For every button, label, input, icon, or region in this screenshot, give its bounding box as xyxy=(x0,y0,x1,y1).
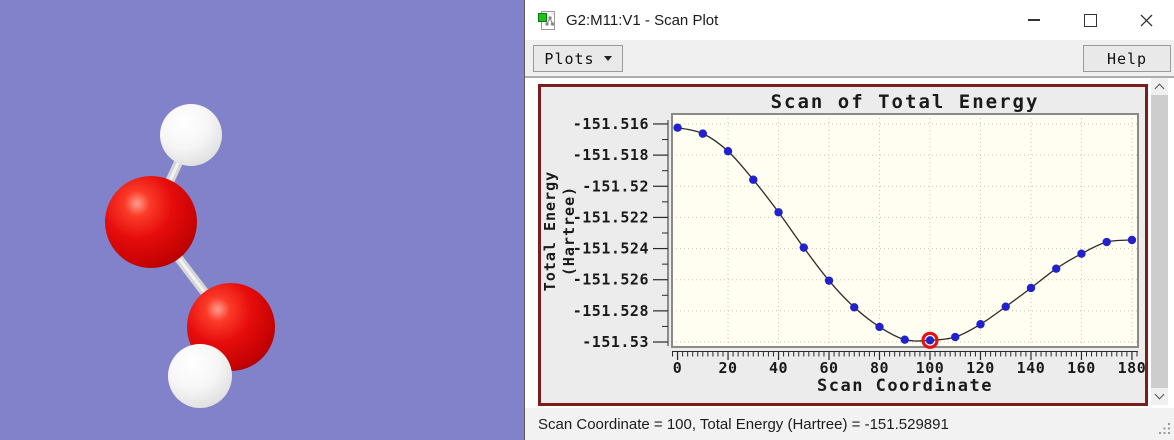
y-tick-label: -151.53 xyxy=(582,333,649,351)
data-point[interactable] xyxy=(698,129,707,138)
x-tick-label: 0 xyxy=(673,359,683,377)
minimize-button[interactable] xyxy=(1006,0,1062,40)
maximize-button[interactable] xyxy=(1062,0,1118,40)
resize-grip-icon[interactable] xyxy=(1158,422,1171,435)
x-tick-label: 120 xyxy=(966,359,995,377)
dropdown-arrow-icon xyxy=(603,56,612,61)
y-tick-label: -151.524 xyxy=(573,240,649,258)
x-tick-label: 160 xyxy=(1067,359,1096,377)
data-point[interactable] xyxy=(824,276,834,285)
chart-title: Scan of Total Energy xyxy=(771,91,1040,113)
x-tick-label: 40 xyxy=(769,359,788,377)
scroll-up-button[interactable] xyxy=(1151,78,1168,95)
y-axis-label-line2: (Hartree) xyxy=(560,186,578,276)
scan-plot-app-icon xyxy=(538,10,555,30)
y-tick-label: -151.526 xyxy=(573,271,649,289)
data-point[interactable] xyxy=(1102,237,1111,247)
scroll-down-button[interactable] xyxy=(1151,388,1168,405)
close-icon xyxy=(1140,14,1152,26)
scan-energy-chart: -151.516 -151.518 -151.52 -151.522 -151.524 -… xyxy=(541,91,1145,396)
data-point[interactable] xyxy=(799,243,808,252)
y-tick-label: -151.518 xyxy=(573,146,649,164)
titlebar: G2:M11:V1 - Scan Plot xyxy=(525,0,1174,40)
y-tick-label: -151.516 xyxy=(573,115,649,133)
close-button[interactable] xyxy=(1118,0,1174,40)
data-point[interactable] xyxy=(1127,235,1137,245)
data-point[interactable] xyxy=(875,322,884,332)
atom-O[interactable] xyxy=(105,176,197,268)
data-point[interactable] xyxy=(723,147,733,156)
molecule-viewport[interactable] xyxy=(0,0,524,440)
data-point[interactable] xyxy=(673,123,682,132)
maximize-icon xyxy=(1083,13,1097,27)
data-point[interactable] xyxy=(850,303,859,312)
data-point[interactable] xyxy=(749,175,758,184)
data-point[interactable] xyxy=(1052,264,1061,273)
plots-menu-button[interactable]: Plots xyxy=(533,45,623,72)
scrollbar-thumb[interactable] xyxy=(1151,95,1168,388)
atom-H[interactable] xyxy=(168,344,232,408)
data-point[interactable] xyxy=(951,332,960,342)
data-point[interactable] xyxy=(1026,283,1036,293)
help-button[interactable]: Help xyxy=(1083,45,1171,72)
selected-point-ring[interactable] xyxy=(921,331,939,349)
chart-panel[interactable]: -151.516 -151.518 -151.52 -151.522 -151.524 -… xyxy=(538,84,1148,406)
y-axis-label-line1: Total Energy xyxy=(541,171,559,291)
menubar: Plots Help xyxy=(525,40,1174,78)
plots-menu-label: Plots xyxy=(544,49,595,68)
atom-H[interactable] xyxy=(160,104,222,166)
window-content: -151.516 -151.518 -151.52 -151.522 -151.524 -… xyxy=(525,78,1174,440)
window-controls xyxy=(1006,0,1174,40)
status-bar: Scan Coordinate = 100, Total Energy (Har… xyxy=(525,408,1174,440)
chevron-up-icon xyxy=(1154,83,1165,94)
x-tick-label: 140 xyxy=(1017,359,1046,377)
x-tick-label: 60 xyxy=(819,359,838,377)
plot-frame xyxy=(671,113,1139,348)
scan-plot-window: G2:M11:V1 - Scan Plot Plots Help xyxy=(524,0,1174,440)
data-point[interactable] xyxy=(976,320,985,329)
h2o2-ball-and-stick-model xyxy=(105,104,275,408)
chevron-down-icon xyxy=(1154,389,1165,400)
minimize-icon xyxy=(1028,19,1040,21)
data-point[interactable] xyxy=(774,208,783,217)
vertical-scrollbar[interactable] xyxy=(1151,78,1168,405)
data-point[interactable] xyxy=(925,336,935,345)
x-tick-label: 100 xyxy=(916,359,945,377)
y-tick-label: -151.528 xyxy=(573,302,649,320)
plot-area[interactable] xyxy=(672,114,1138,347)
y-tick-label: -151.52 xyxy=(582,177,649,195)
data-point[interactable] xyxy=(1001,302,1010,311)
data-point[interactable] xyxy=(900,335,909,344)
status-text: Scan Coordinate = 100, Total Energy (Har… xyxy=(538,415,949,433)
y-tick-label: -151.522 xyxy=(573,208,649,226)
data-point[interactable] xyxy=(1077,249,1086,258)
x-tick-label: 20 xyxy=(719,359,738,377)
window-title: G2:M11:V1 - Scan Plot xyxy=(566,11,719,29)
x-tick-label: 180 xyxy=(1118,359,1145,377)
x-axis-label: Scan Coordinate xyxy=(817,376,993,396)
x-tick-label: 80 xyxy=(870,359,889,377)
